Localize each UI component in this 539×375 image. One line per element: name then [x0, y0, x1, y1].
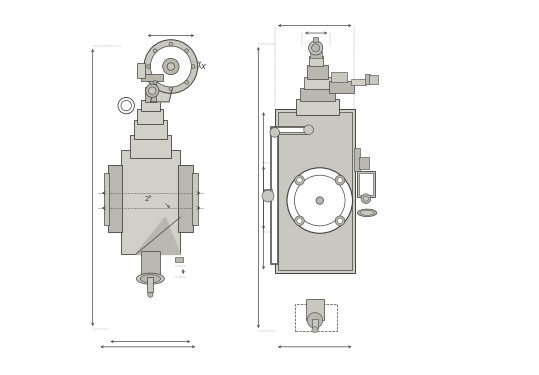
Bar	[369, 75, 378, 84]
Circle shape	[191, 64, 195, 68]
Circle shape	[146, 84, 159, 98]
Ellipse shape	[140, 274, 161, 283]
Bar	[307, 64, 328, 79]
Bar	[270, 132, 278, 264]
Circle shape	[297, 178, 302, 183]
Circle shape	[153, 81, 157, 84]
Ellipse shape	[357, 209, 377, 216]
Circle shape	[167, 63, 175, 70]
Text: 2°: 2°	[144, 196, 153, 202]
Circle shape	[316, 197, 323, 204]
Circle shape	[169, 87, 172, 91]
Bar	[123, 106, 129, 113]
Bar	[275, 110, 355, 273]
Bar	[313, 38, 318, 42]
Bar	[306, 299, 324, 320]
Circle shape	[148, 292, 153, 297]
Circle shape	[335, 176, 345, 185]
Bar	[175, 258, 183, 262]
Circle shape	[147, 64, 150, 68]
Circle shape	[262, 190, 274, 202]
Circle shape	[337, 218, 343, 223]
Bar	[295, 304, 336, 331]
Bar	[130, 135, 171, 158]
Bar	[354, 148, 360, 171]
Circle shape	[295, 176, 305, 185]
Bar	[359, 157, 369, 169]
Circle shape	[121, 100, 132, 111]
Bar	[271, 127, 308, 132]
Bar	[300, 88, 335, 101]
Bar	[134, 120, 167, 139]
Ellipse shape	[136, 273, 164, 284]
Bar	[264, 189, 273, 197]
Bar	[309, 57, 323, 66]
Circle shape	[309, 41, 323, 55]
Bar	[329, 81, 354, 93]
Circle shape	[297, 218, 302, 223]
Circle shape	[312, 327, 318, 333]
Bar	[192, 172, 198, 225]
Bar	[141, 74, 163, 81]
Circle shape	[185, 49, 189, 52]
Bar	[278, 112, 352, 270]
Bar	[104, 172, 109, 225]
Circle shape	[312, 44, 320, 52]
Circle shape	[118, 98, 134, 114]
Bar	[270, 126, 309, 134]
Ellipse shape	[360, 210, 374, 215]
Circle shape	[287, 168, 353, 233]
Polygon shape	[150, 57, 180, 102]
Polygon shape	[135, 217, 180, 255]
Bar	[365, 74, 370, 84]
Circle shape	[149, 87, 156, 94]
Bar	[271, 133, 277, 263]
Bar	[141, 100, 160, 111]
Bar	[310, 51, 322, 58]
Bar	[357, 171, 375, 197]
Bar	[137, 63, 145, 78]
Bar	[137, 110, 163, 124]
Circle shape	[363, 196, 369, 201]
Bar	[145, 87, 156, 102]
Bar	[304, 77, 331, 89]
Circle shape	[294, 175, 345, 226]
Bar	[108, 165, 122, 232]
Bar	[359, 173, 373, 195]
Circle shape	[335, 216, 345, 226]
Bar	[296, 99, 339, 115]
Circle shape	[144, 40, 198, 93]
Circle shape	[163, 58, 179, 75]
Bar	[351, 79, 367, 85]
Circle shape	[304, 125, 313, 135]
Circle shape	[307, 313, 323, 328]
Circle shape	[270, 128, 280, 137]
Circle shape	[361, 194, 371, 204]
Bar	[331, 72, 347, 82]
Circle shape	[185, 81, 189, 84]
Circle shape	[150, 46, 191, 87]
Circle shape	[337, 178, 343, 183]
Circle shape	[295, 216, 305, 226]
Circle shape	[169, 42, 172, 46]
Bar	[141, 251, 160, 277]
Circle shape	[153, 49, 157, 52]
Text: x: x	[201, 62, 206, 71]
Bar	[147, 277, 154, 292]
Bar	[312, 319, 318, 329]
Bar	[178, 165, 193, 232]
Bar	[121, 150, 180, 255]
